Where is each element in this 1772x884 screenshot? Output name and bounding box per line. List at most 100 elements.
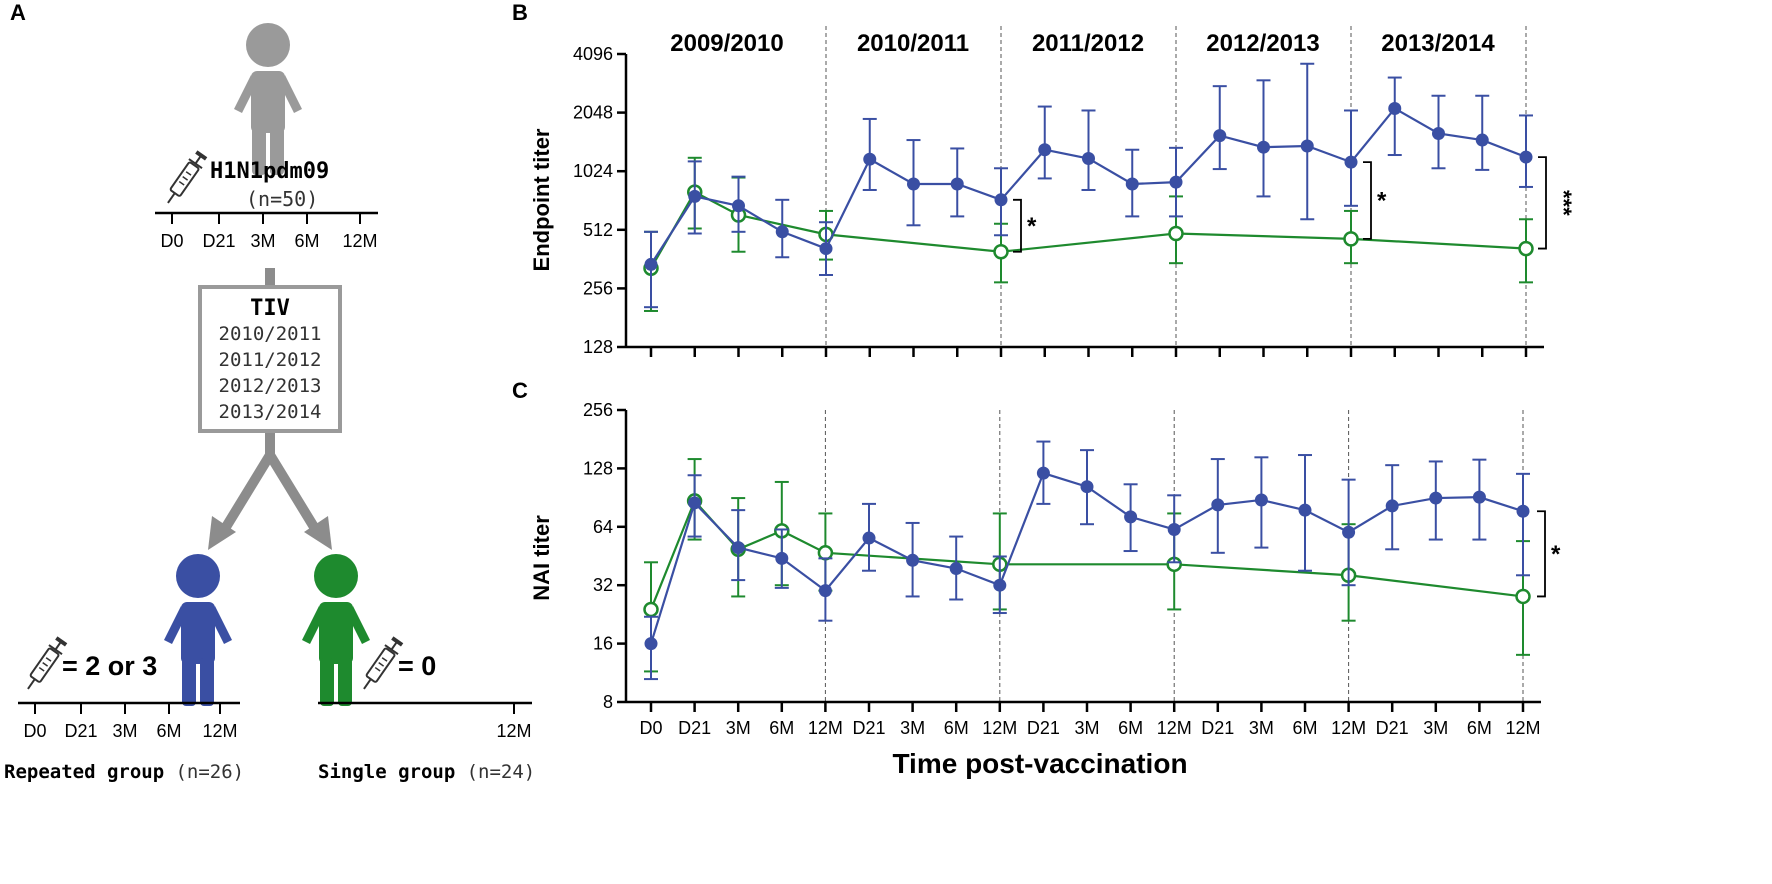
chart-c-ylabel: NAI titer: [529, 515, 554, 601]
data-point: [819, 242, 833, 256]
data-point: [643, 601, 659, 618]
data-point: [1475, 133, 1489, 147]
single-person-icon: [302, 554, 370, 706]
data-point: [1344, 155, 1358, 169]
n-total-label: (n=50): [246, 187, 318, 211]
y-tick-label: 4096: [573, 44, 613, 64]
top-tick-label: 12M: [342, 231, 377, 251]
data-point: [775, 551, 789, 565]
syringe-icon: [25, 635, 69, 691]
panel-b: B Endpoint titer 2009/2010 2010/2011 201…: [512, 0, 1576, 357]
data-point: [1385, 499, 1399, 513]
series-line: [650, 190, 1527, 269]
x-tick-label: 6M: [1292, 718, 1317, 738]
data-point: [1298, 503, 1312, 517]
x-tick-label: 12M: [808, 718, 843, 738]
significance-label: ***: [1551, 190, 1576, 216]
data-point: [1213, 129, 1227, 143]
x-tick-label: 12M: [1157, 718, 1192, 738]
y-tick-label: 256: [583, 278, 613, 298]
data-point: [817, 545, 834, 561]
bracket-line: [1363, 161, 1372, 240]
repeated-tick-label: 6M: [156, 721, 181, 741]
data-point: [1254, 493, 1268, 507]
x-tick-label: D0: [639, 718, 662, 738]
data-point: [1429, 491, 1443, 505]
repeated-dose-text: = 2 or 3: [62, 651, 157, 681]
data-point: [731, 541, 745, 555]
bracket-line: [1538, 156, 1547, 250]
data-point: [1300, 139, 1314, 153]
significance-label: *: [1027, 213, 1037, 240]
data-point: [1036, 466, 1050, 480]
data-point: [1519, 150, 1533, 164]
repeated-timeline-ticks: [34, 703, 221, 714]
tiv-season: 2011/2012: [219, 349, 322, 371]
data-point: [1515, 588, 1531, 605]
repeated-tick-label: D21: [64, 721, 97, 741]
significance-bracket: ***: [1538, 156, 1576, 250]
x-tick-label: D21: [1376, 718, 1409, 738]
data-point: [993, 578, 1007, 592]
syringe-icon: [361, 635, 405, 691]
strain-label: H1N1pdm09: [210, 159, 329, 184]
data-point: [1472, 490, 1486, 504]
person-icon: [234, 23, 302, 175]
x-tick-label: D21: [678, 718, 711, 738]
panel-a: A H1N1pdm09 (n=50) D0 D21 3M 6M 12M TIV …: [4, 0, 535, 783]
x-tick-label: 6M: [1467, 718, 1492, 738]
x-tick-label: 6M: [944, 718, 969, 738]
data-point: [818, 584, 832, 598]
data-point: [644, 257, 658, 271]
single-tick-label: 12M: [496, 721, 531, 741]
y-tick-label: 128: [583, 458, 613, 478]
repeated-person-icon: [164, 554, 232, 706]
y-tick-label: 64: [593, 517, 613, 537]
split-arrows: [208, 433, 332, 550]
data-point: [1080, 480, 1094, 494]
x-tick-label: D21: [1027, 718, 1060, 738]
top-tick-label: D0: [160, 231, 183, 251]
data-point: [950, 177, 964, 191]
top-tick-label: D21: [202, 231, 235, 251]
bracket-line: [1013, 198, 1022, 253]
data-point: [1516, 504, 1530, 518]
data-point: [1211, 498, 1225, 512]
repeated-series: [644, 440, 1530, 681]
data-point: [993, 243, 1009, 260]
x-tick-label: 6M: [1118, 718, 1143, 738]
y-tick-label: 128: [583, 337, 613, 357]
y-tick-label: 8: [603, 692, 613, 712]
significance-label: *: [1551, 541, 1561, 568]
single-group-caption: Single group (n=24): [318, 761, 535, 783]
data-point: [1388, 101, 1402, 115]
tiv-season: 2012/2013: [219, 375, 322, 397]
y-tick-label: 512: [583, 220, 613, 240]
x-tick-label: 3M: [726, 718, 751, 738]
data-point: [644, 637, 658, 651]
x-tick-label: 6M: [769, 718, 794, 738]
y-tick-label: 1024: [573, 161, 613, 181]
repeated-tick-label: D0: [23, 721, 46, 741]
data-point: [1124, 510, 1138, 524]
x-tick-label: 3M: [1423, 718, 1448, 738]
data-point: [1518, 240, 1534, 257]
data-point: [1343, 231, 1359, 247]
x-tick-label: 3M: [1074, 718, 1099, 738]
panel-c: C NAI titer 8 16 32 64 128 256 D0 D21 3M 6M 12M D21…: [512, 378, 1561, 779]
repeated-series: [644, 62, 1533, 309]
significance-label: *: [1377, 187, 1387, 214]
significance-bracket: *: [1363, 161, 1387, 240]
top-timeline-ticks: [171, 213, 361, 224]
y-tick-label: 2048: [573, 103, 613, 123]
significance-bracket: *: [1013, 198, 1037, 253]
x-tick-label: 3M: [1249, 718, 1274, 738]
x-tick-label: 12M: [1505, 718, 1540, 738]
x-tick-label: 12M: [982, 718, 1017, 738]
x-tick-label: D21: [1201, 718, 1234, 738]
chart-c-xlabel: Time post-vaccination: [892, 748, 1187, 779]
x-tick-label: D21: [852, 718, 885, 738]
data-point: [1125, 177, 1139, 191]
panel-c-letter: C: [512, 378, 528, 403]
